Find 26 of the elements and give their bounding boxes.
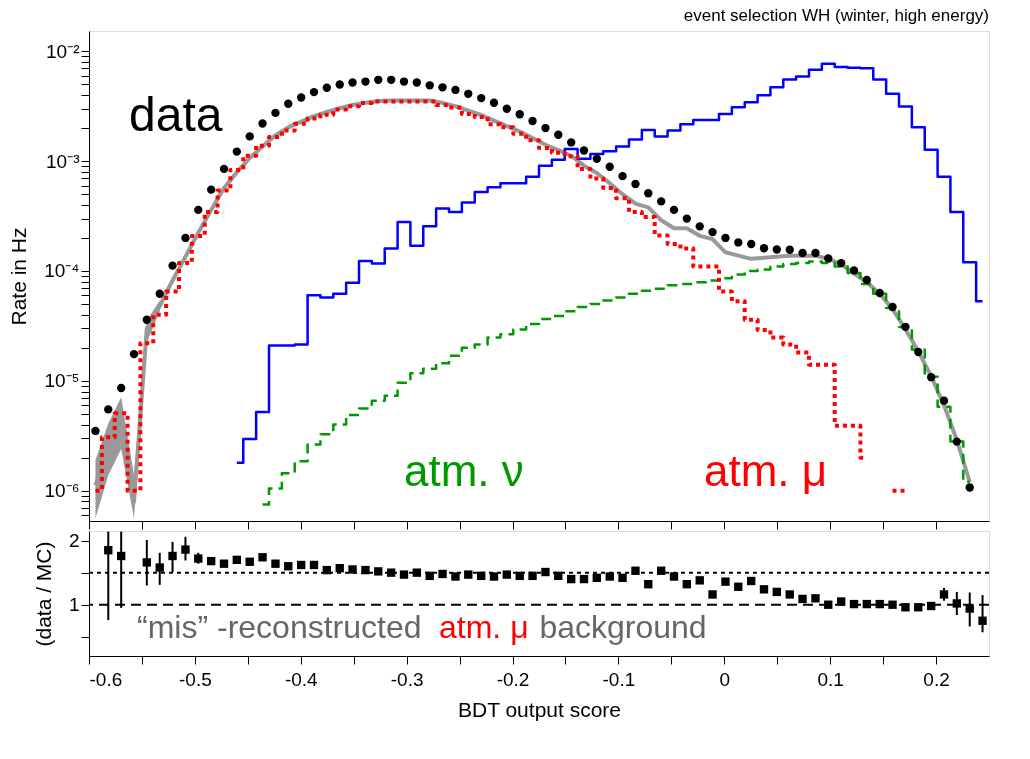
annotation: atm. μ	[439, 609, 529, 645]
y-tick-label: 10⁻⁴	[44, 260, 80, 282]
series-label: atm. ν	[404, 446, 524, 495]
y-axis-title: Rate in Hz	[7, 227, 31, 326]
y-tick-label: 10⁻³	[46, 150, 80, 172]
y-tick-label: 10⁻⁶	[44, 480, 80, 502]
chart-title: event selection WH (winter, high energy)	[683, 6, 989, 25]
y-tick-label: 10⁻²	[46, 40, 80, 62]
x-axis-title: BDT output score	[457, 697, 622, 721]
x-tick-label: 0	[719, 668, 731, 690]
series-label: atm. μ	[704, 446, 828, 495]
x-tick-label: -0.5	[179, 668, 212, 690]
y-tick-label: 1	[68, 594, 80, 616]
x-tick-label: -0.1	[602, 668, 636, 690]
series-label: data	[129, 88, 223, 141]
x-tick-label: -0.3	[390, 668, 424, 690]
y-tick-label: 2	[68, 530, 80, 552]
annotation: background	[539, 609, 707, 645]
x-tick-label: -0.6	[89, 668, 123, 690]
x-tick-label: -0.2	[496, 668, 530, 690]
annotation: “mis” -reconstructed	[137, 609, 422, 645]
x-tick-label: 0.2	[923, 668, 950, 690]
x-tick-label: -0.4	[284, 668, 319, 690]
y-tick-label: 10⁻⁵	[44, 370, 80, 392]
y-axis-title: (data / MC)	[31, 541, 55, 647]
x-tick-label: 0.1	[817, 668, 844, 690]
